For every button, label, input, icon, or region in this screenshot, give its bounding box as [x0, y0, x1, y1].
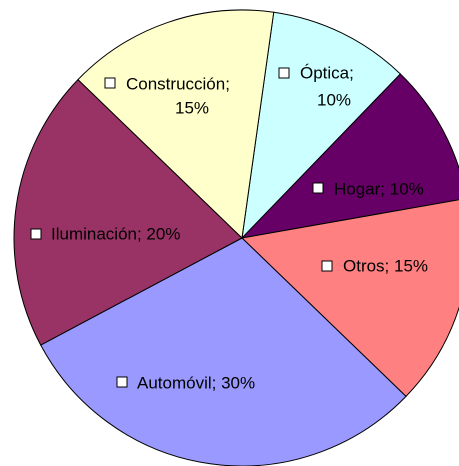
legend-key [278, 67, 290, 79]
data-label: 15% [175, 98, 209, 117]
pie-slice [13, 78, 243, 346]
legend-key [312, 182, 324, 194]
legend-key [321, 260, 333, 272]
data-label: Automóvil; 30% [137, 373, 255, 392]
legend-key [30, 228, 42, 240]
pie-slice [240, 73, 459, 239]
pie-slice [40, 237, 407, 466]
pie-slice [77, 9, 275, 240]
data-label: Construcción; [126, 74, 230, 93]
data-label: Óptica; [300, 63, 354, 82]
data-label: Iluminación; 20% [51, 224, 180, 243]
data-label: 10% [317, 90, 351, 109]
legend-key [104, 77, 116, 89]
legend-key [116, 376, 128, 388]
data-label: Hogar; 10% [334, 179, 424, 198]
data-label: Otros; 15% [343, 256, 428, 275]
pie-slice [240, 199, 459, 398]
